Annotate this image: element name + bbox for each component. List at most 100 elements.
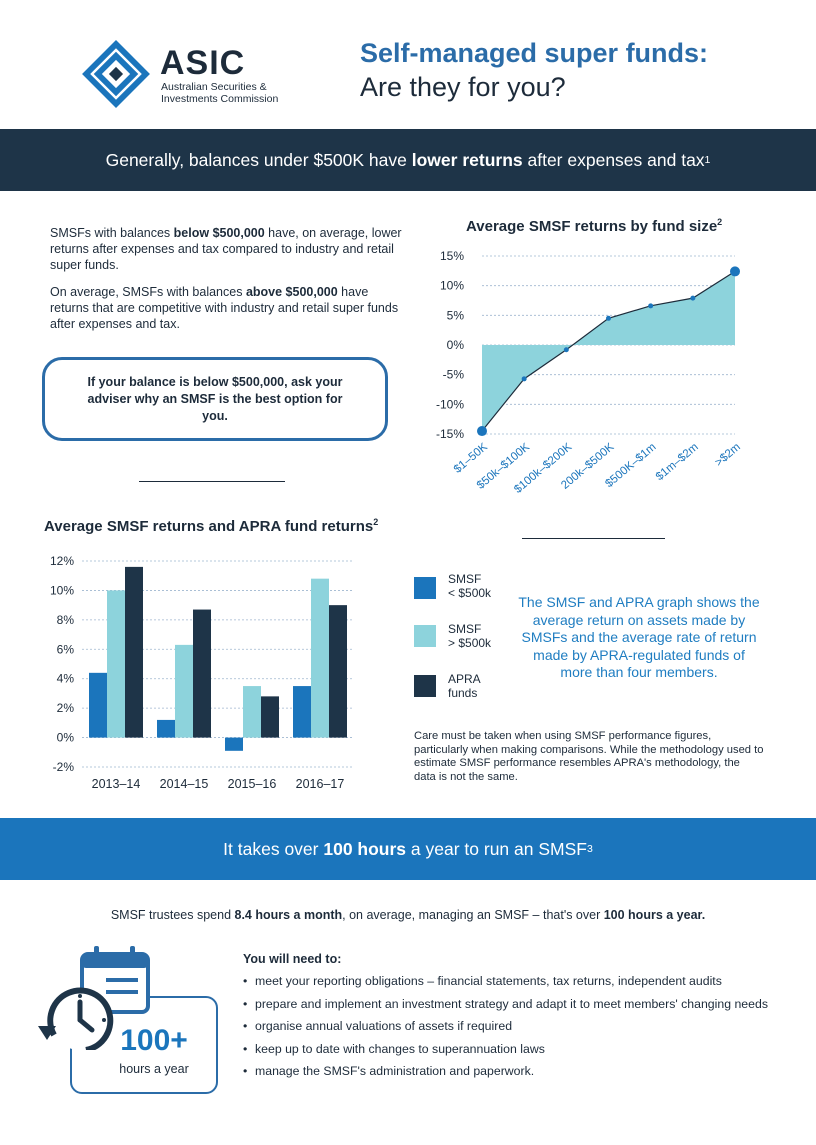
- list-item: keep up to date with changes to superann…: [243, 1042, 783, 1057]
- headline-banner-returns: Generally, balances under $500K have low…: [0, 129, 816, 191]
- y-tick-label: 8%: [57, 613, 75, 627]
- logo-wordmark: ASIC: [160, 44, 246, 82]
- legend-label-line2: > $500k: [448, 636, 492, 650]
- hours-number: 100+: [120, 1024, 188, 1057]
- y-tick-label: 15%: [440, 249, 464, 263]
- advice-callout: If your balance is below $500,000, ask y…: [42, 357, 388, 441]
- legend-label-line1: APRA: [448, 672, 481, 686]
- logo-subtitle: Australian Securities & Investments Comm…: [161, 81, 279, 105]
- bar: [157, 719, 175, 738]
- intro-p2-post: have returns that are competitive with i…: [50, 285, 399, 331]
- bar: [193, 609, 211, 738]
- data-point: [521, 376, 527, 382]
- hours-label: hours a year: [119, 1062, 189, 1076]
- legend-label-line2: < $500k: [448, 586, 492, 600]
- banner2-text-bold: 100 hours: [323, 838, 407, 859]
- bar: [261, 696, 279, 738]
- page-title: Self-managed super funds:: [360, 38, 709, 68]
- intro-paragraph-below: SMSFs with balances below $500,000 have,…: [50, 225, 402, 273]
- list-item: prepare and implement an investment stra…: [243, 997, 783, 1012]
- list-item: manage the SMSF's administration and pap…: [243, 1064, 783, 1079]
- legend-swatch-smsf-below: [414, 577, 436, 599]
- x-tick-label: 2013–14: [92, 777, 141, 791]
- bar: [89, 672, 107, 738]
- graph-explanation: The SMSF and APRA graph shows the averag…: [518, 594, 760, 680]
- area-chart-title-text: Average SMSF returns by fund size: [466, 218, 718, 235]
- bar: [175, 644, 193, 738]
- data-point: [648, 303, 654, 309]
- intro-p2-pre: On average, SMSFs with balances: [50, 285, 246, 299]
- banner2-text-pre: It takes over: [223, 838, 324, 859]
- bar: [311, 578, 329, 738]
- y-tick-label: 10%: [50, 583, 74, 597]
- banner-text-post: after expenses and tax: [522, 149, 705, 170]
- calendar-clock-icon: [38, 946, 150, 1050]
- y-tick-label: 10%: [440, 279, 464, 293]
- area-fill: [482, 271, 735, 432]
- legend-swatch-apra: [414, 675, 436, 697]
- intro-p1-pre: SMSFs with balances: [50, 226, 174, 240]
- y-tick-label: 5%: [447, 308, 465, 322]
- banner-text-pre: Generally, balances under $500K have: [105, 149, 412, 170]
- bar: [125, 566, 143, 738]
- bar-chart-title-text: Average SMSF returns and APRA fund retur…: [44, 518, 374, 535]
- data-point: [730, 266, 740, 277]
- x-tick-label: $1m–$2m: [654, 441, 701, 483]
- x-tick-label: 2014–15: [160, 777, 209, 791]
- trustee-bold2: 100 hours a year.: [603, 908, 706, 922]
- y-tick-label: -15%: [436, 427, 464, 441]
- data-point: [690, 295, 696, 301]
- trustee-bold1: 8.4 hours a month: [234, 908, 343, 922]
- bar: [107, 590, 125, 738]
- x-tick-label: 2015–16: [228, 777, 277, 791]
- trustee-pre: SMSF trustees spend: [110, 908, 235, 922]
- y-tick-label: 0%: [57, 731, 75, 745]
- banner2-text-post: a year to run an SMSF: [406, 838, 587, 859]
- bar: [243, 686, 261, 738]
- data-point: [606, 315, 611, 321]
- bar: [329, 605, 347, 738]
- x-tick-label: 2016–17: [296, 777, 345, 791]
- bar: [225, 737, 243, 751]
- y-tick-label: 6%: [57, 642, 75, 656]
- data-point: [563, 347, 569, 353]
- bar-chart: 12% 10% 8% 6% 4% 2% 0% -2% 2013–14 2014–15 2015–16…: [50, 554, 354, 791]
- requirements-heading: You will need to:: [243, 952, 342, 966]
- bar: [293, 686, 311, 738]
- y-tick-label: 4%: [57, 672, 75, 686]
- list-item: meet your reporting obligations – financ…: [243, 974, 783, 989]
- methodology-caveat: Care must be taken when using SMSF perfo…: [414, 730, 764, 783]
- intro-paragraph-above: On average, SMSFs with balances above $5…: [50, 284, 402, 332]
- area-chart-footnote: 2: [717, 217, 723, 227]
- divider-left: [139, 481, 285, 482]
- legend-label-line1: SMSF: [448, 572, 482, 586]
- requirements-list: meet your reporting obligations – financ…: [243, 974, 783, 1087]
- intro-p2-bold: above $500,000: [245, 285, 338, 299]
- data-point: [477, 426, 487, 437]
- legend-swatch-smsf-above: [414, 625, 436, 647]
- y-tick-label: 2%: [57, 701, 75, 715]
- asic-logo-icon: [82, 40, 150, 108]
- y-tick-label: -5%: [443, 368, 465, 382]
- x-tick-label: >$2m: [713, 441, 743, 469]
- headline-banner-hours: It takes over 100 hours a year to run an…: [0, 818, 816, 880]
- y-tick-label: 12%: [50, 554, 74, 568]
- divider-right: [522, 538, 665, 539]
- area-chart: 15%10%5%0%-5%-10%-15%$1–50K$50k–$100K$10…: [436, 249, 743, 496]
- y-tick-label: -2%: [53, 760, 75, 774]
- list-item: organise annual valuations of assets if …: [243, 1019, 783, 1034]
- y-tick-label: 0%: [447, 338, 465, 352]
- intro-p1-post: have, on average, lower returns after ex…: [50, 226, 402, 272]
- bar-chart-footnote: 2: [373, 517, 379, 527]
- bar-chart-title: Average SMSF returns and APRA fund retur…: [44, 517, 379, 536]
- trustee-mid: , on average, managing an SMSF – that's …: [342, 908, 604, 922]
- area-chart-title: Average SMSF returns by fund size2: [466, 217, 723, 236]
- legend-label-line2: funds: [448, 686, 478, 700]
- trustee-time-statement: SMSF trustees spend 8.4 hours a month, o…: [0, 908, 816, 922]
- y-tick-label: -10%: [436, 397, 464, 411]
- intro-p1-bold: below $500,000: [173, 226, 265, 240]
- banner-text-bold: lower returns: [411, 149, 523, 170]
- page-subtitle: Are they for you?: [360, 72, 566, 102]
- x-tick-label: $1–50K: [452, 441, 490, 476]
- legend-label-line1: SMSF: [448, 622, 482, 636]
